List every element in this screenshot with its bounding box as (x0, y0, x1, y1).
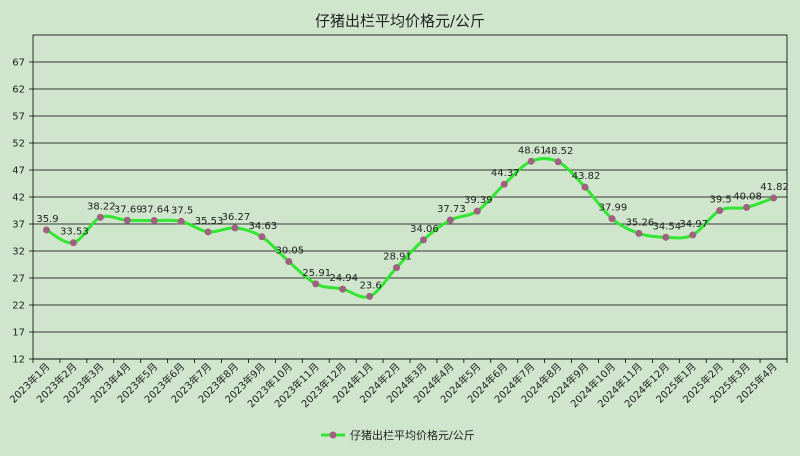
data-label: 35.9 (36, 214, 58, 225)
data-point (204, 228, 212, 236)
data-label: 34.97 (679, 219, 708, 230)
data-label: 37.99 (599, 203, 628, 214)
data-point (608, 215, 616, 223)
y-tick-label: 27 (12, 274, 25, 285)
data-point (554, 158, 562, 166)
data-point (419, 236, 427, 244)
legend-marker-swatch (329, 431, 337, 439)
data-label: 23.6 (359, 280, 381, 291)
data-point (366, 292, 374, 300)
data-point (770, 194, 778, 202)
data-label: 48.61 (518, 145, 547, 156)
data-label: 40.08 (733, 191, 762, 202)
grid (29, 34, 788, 360)
y-tick-label: 52 (12, 139, 25, 150)
data-label: 34.63 (249, 221, 278, 232)
series-line (45, 157, 775, 299)
data-label: 37.73 (437, 204, 466, 215)
data-point (716, 207, 724, 214)
data-point (662, 233, 670, 241)
data-label: 37.64 (141, 205, 170, 216)
data-point (312, 280, 320, 288)
data-label: 38.22 (87, 201, 116, 212)
y-tick-label: 57 (12, 112, 25, 123)
data-point (473, 207, 481, 215)
data-label: 41.82 (760, 182, 789, 193)
data-point (177, 217, 185, 225)
data-point (285, 258, 293, 266)
data-label: 43.82 (572, 171, 601, 182)
data-point (500, 180, 508, 188)
y-tick-label: 42 (12, 193, 25, 204)
data-label: 44.37 (491, 168, 520, 179)
data-point (527, 157, 535, 165)
data-point (339, 285, 347, 293)
data-point (743, 203, 751, 211)
data-label: 39.39 (464, 195, 493, 206)
y-tick-label: 67 (12, 58, 25, 69)
data-point (635, 229, 643, 237)
y-tick-label: 62 (12, 85, 25, 96)
data-point (258, 233, 266, 241)
y-tick-label: 47 (12, 166, 25, 177)
data-point (150, 217, 158, 225)
y-tick-label: 17 (12, 328, 25, 339)
legend: 仔猪出栏平均价格元/公斤 (321, 428, 475, 442)
data-point (231, 224, 239, 232)
data-point (446, 216, 454, 224)
data-point (689, 231, 697, 239)
data-label: 25.91 (302, 268, 331, 279)
data-label: 34.06 (410, 224, 439, 235)
data-label: 33.53 (60, 227, 89, 238)
data-point (42, 226, 50, 234)
data-point (96, 213, 104, 221)
data-label: 35.53 (195, 216, 224, 227)
data-point (393, 264, 401, 272)
data-label: 24.94 (329, 273, 358, 284)
series-markers (42, 157, 778, 300)
data-label: 37.69 (114, 204, 143, 215)
data-label: 39.5 (710, 195, 732, 206)
y-tick-label: 32 (12, 247, 25, 258)
y-tick-label: 22 (12, 301, 25, 312)
legend-label: 仔猪出栏平均价格元/公斤 (350, 428, 475, 442)
y-tick-label: 37 (12, 220, 25, 231)
data-point (123, 216, 131, 224)
data-label: 30.05 (276, 246, 305, 257)
data-label: 36.27 (222, 212, 251, 223)
y-tick-label: 12 (12, 355, 25, 366)
data-point (69, 239, 77, 247)
data-point (581, 183, 589, 191)
data-label: 28.91 (383, 252, 412, 263)
y-axis: 12 17 22 27 32 37 42 47 52 57 62 67 (12, 58, 25, 366)
chart-title: 仔猪出栏平均价格元/公斤 (315, 12, 485, 30)
data-label: 48.52 (545, 146, 574, 157)
data-label: 34.54 (653, 221, 682, 232)
data-label: 37.5 (171, 205, 193, 216)
data-label: 35.26 (626, 217, 655, 228)
